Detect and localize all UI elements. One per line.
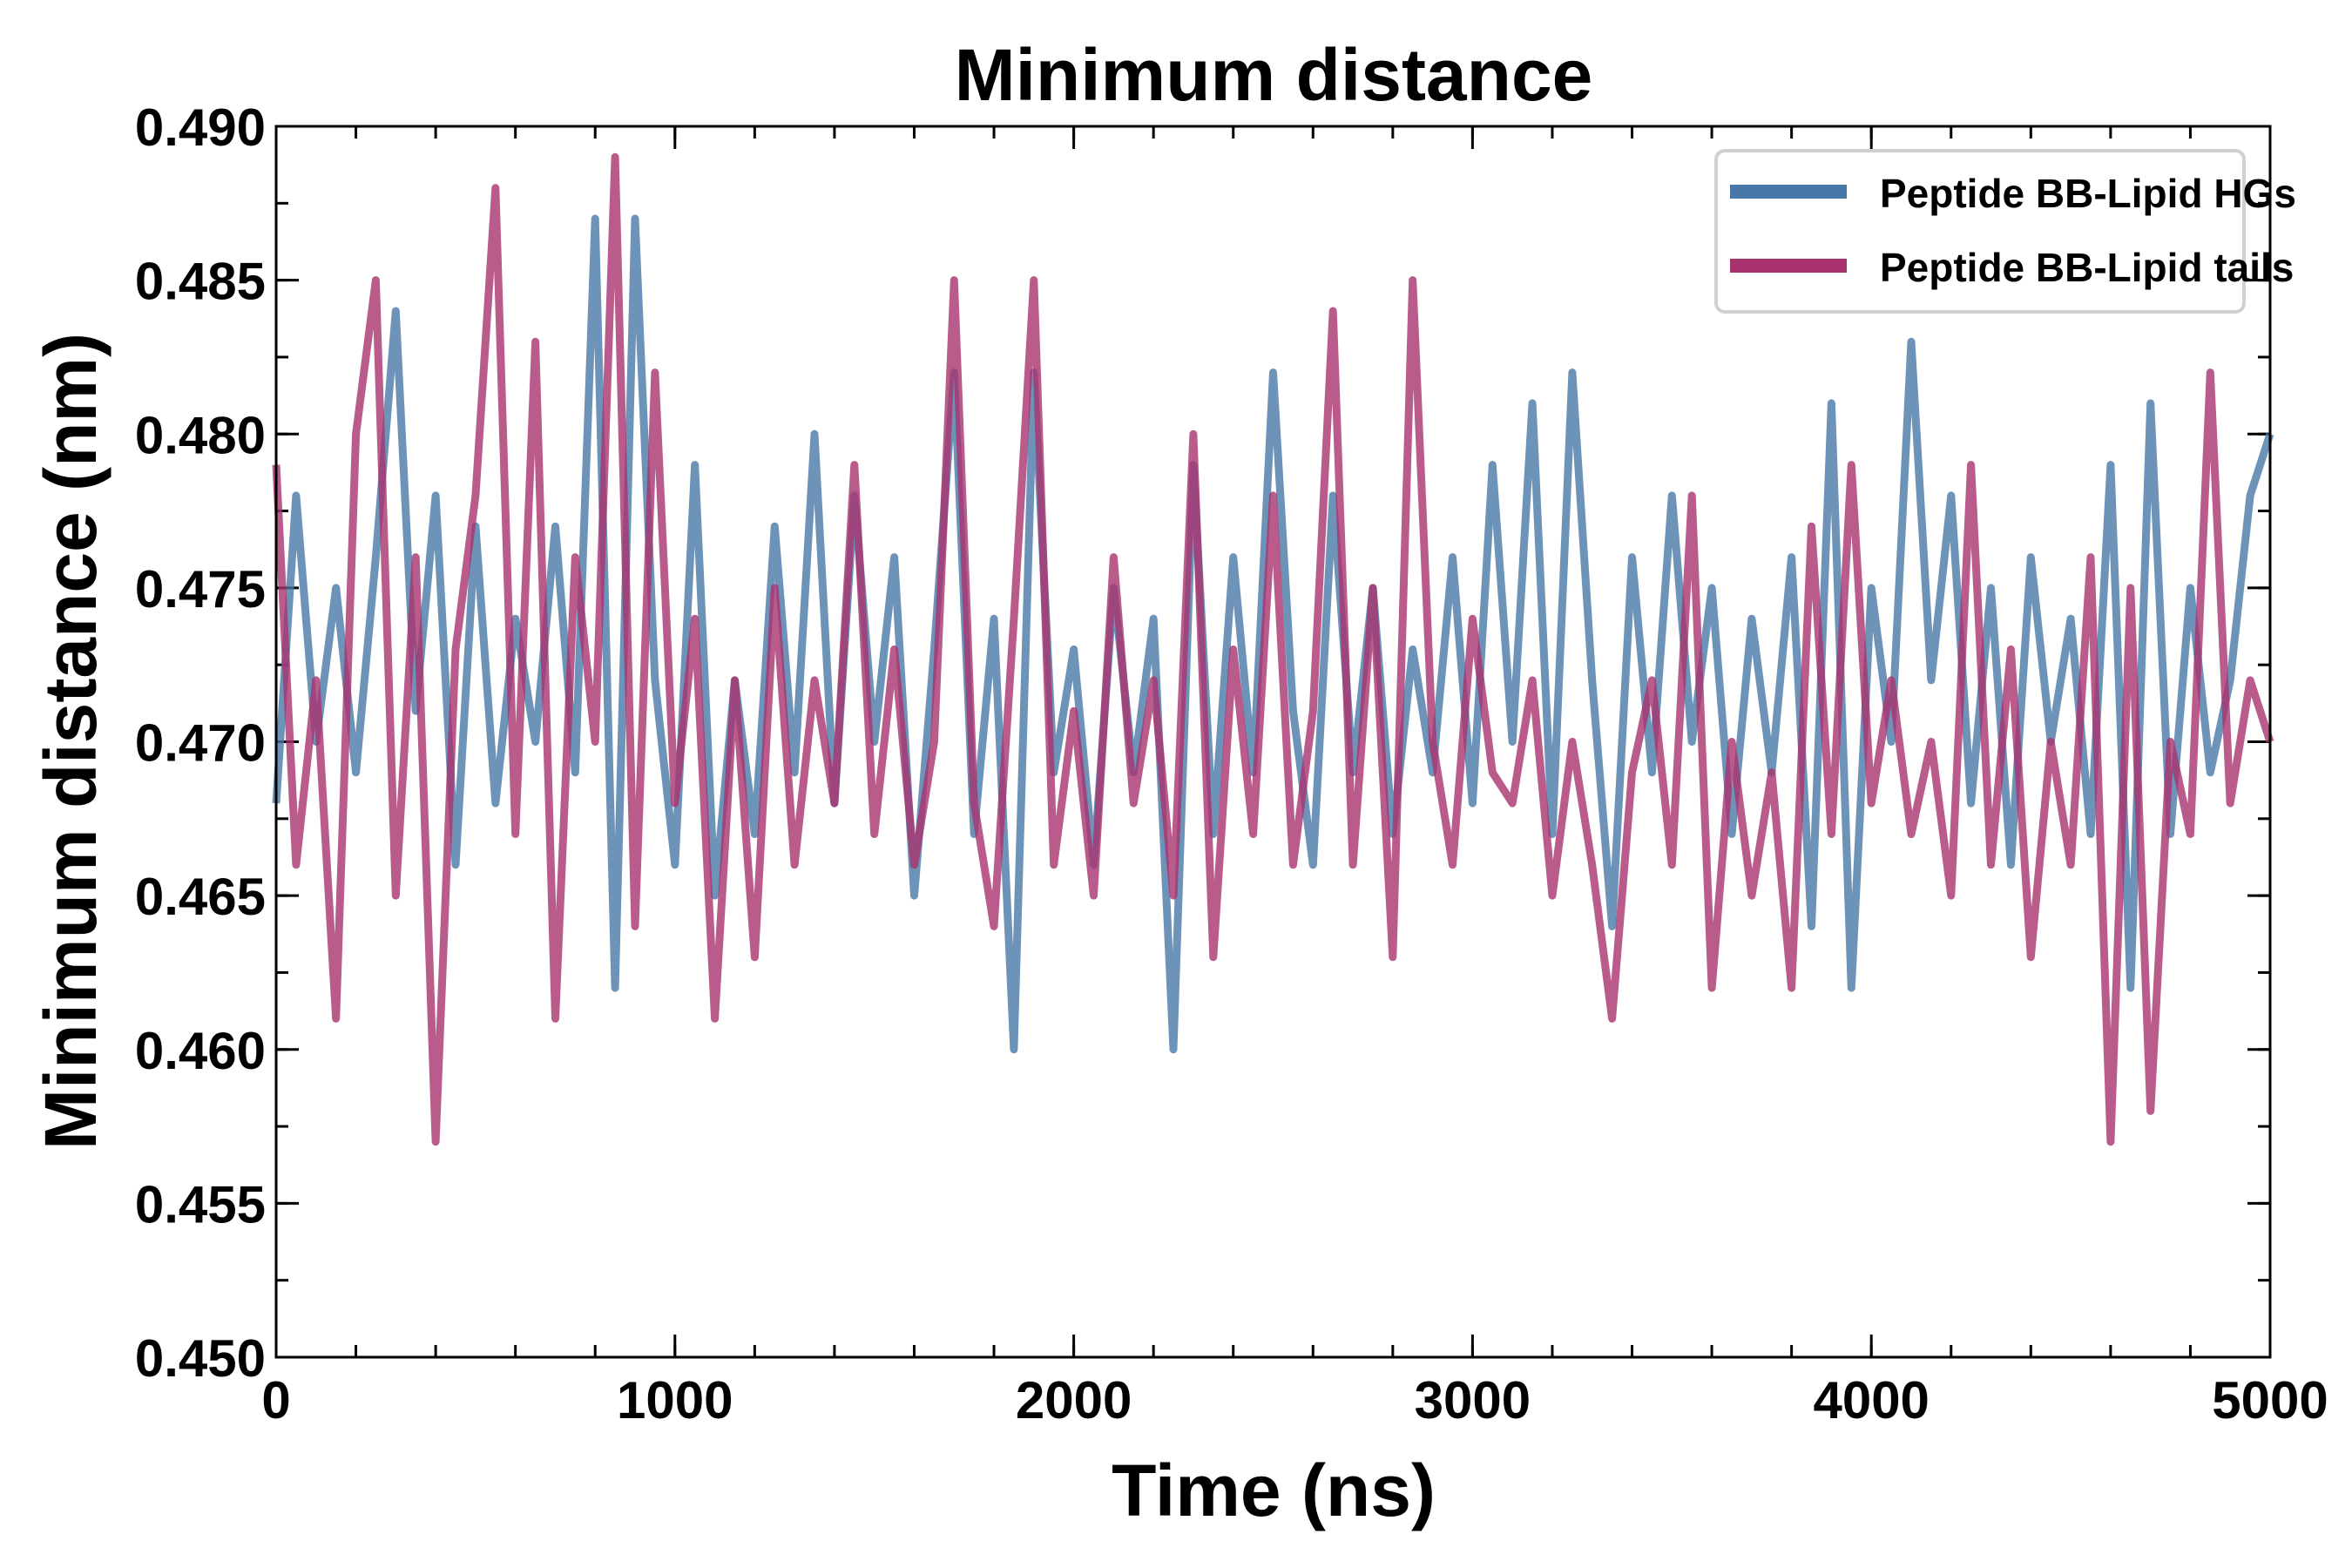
y-tick-label: 0.490 <box>135 98 266 157</box>
y-tick-label: 0.475 <box>135 560 266 618</box>
x-axis-label: Time (ns) <box>1112 1450 1436 1531</box>
y-tick-label: 0.460 <box>135 1022 266 1080</box>
series-line-hgs <box>272 214 2274 1054</box>
legend-label-hgs: Peptide BB-Lipid HGs <box>1880 171 2296 216</box>
x-tick-label: 4000 <box>1813 1371 1929 1429</box>
x-tick-label: 3000 <box>1415 1371 1531 1429</box>
y-tick-label: 0.470 <box>135 714 266 773</box>
series-layer <box>272 152 2274 1146</box>
y-tick-label: 0.480 <box>135 406 266 464</box>
plot-frame <box>274 125 2272 1359</box>
x-tick-label: 1000 <box>617 1371 733 1429</box>
legend-box <box>1714 149 2246 314</box>
x-tick-label: 0 <box>261 1371 290 1429</box>
y-tick-label: 0.455 <box>135 1175 266 1233</box>
x-tick-label: 2000 <box>1016 1371 1132 1429</box>
series-line-tails <box>272 152 2274 1146</box>
legend: Peptide BB-Lipid HGs Peptide BB-Lipid ta… <box>1714 149 2296 314</box>
y-tick-label: 0.450 <box>135 1329 266 1388</box>
y-tick-label: 0.485 <box>135 253 266 311</box>
y-tick-label: 0.465 <box>135 868 266 926</box>
chart-title: Minimum distance <box>955 34 1593 116</box>
x-tick-label: 5000 <box>2212 1371 2328 1429</box>
axis-ticks: 0 1000 2000 3000 4000 5000 0.450 0.455 0.460 0.46… <box>135 98 2328 1429</box>
legend-label-tails: Peptide BB-Lipid tails <box>1880 245 2294 290</box>
y-axis-label: Minimum distance (nm) <box>30 333 112 1150</box>
